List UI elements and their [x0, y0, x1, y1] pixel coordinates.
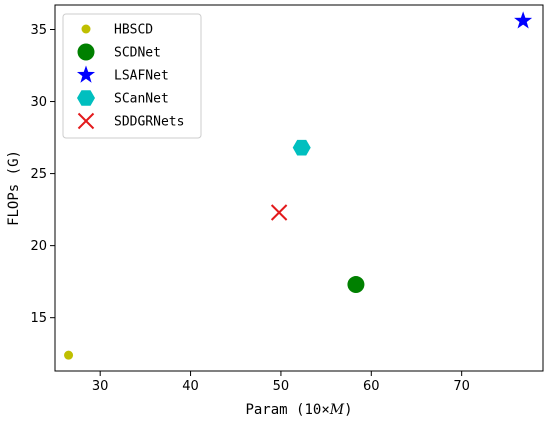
- x-tick-label: 30: [92, 379, 109, 394]
- x-axis-ticks: 30 40 50 60 70: [92, 371, 470, 394]
- y-axis-label: FLOPs (G): [6, 150, 22, 226]
- legend-marker-scdnet: [77, 43, 95, 61]
- data-points: [64, 11, 533, 360]
- x-tick-label: 60: [363, 379, 380, 394]
- data-point-scdnet: [347, 276, 365, 294]
- plot-frame: [54, 4, 544, 372]
- x-tick-label: 50: [273, 379, 290, 394]
- x-tick-label: 70: [453, 379, 470, 394]
- y-tick-label: 15: [30, 311, 47, 326]
- y-tick-label: 20: [30, 239, 47, 254]
- y-tick-label: 25: [30, 167, 47, 182]
- legend: HBSCD SCDNet LSAFNet SCanNet SDDGRNets: [62, 13, 202, 139]
- y-tick-label: 35: [30, 23, 47, 38]
- x-tick-label: 40: [182, 379, 199, 394]
- legend-marker-scannet: [77, 90, 95, 106]
- legend-label-lsafnet: LSAFNet: [114, 69, 169, 84]
- legend-marker-sddgrnets: [77, 112, 95, 130]
- legend-label-sddgrnets: SDDGRNets: [114, 115, 184, 130]
- legend-marker-lsafnet: [76, 65, 96, 83]
- data-point-scannet: [292, 139, 311, 156]
- data-point-hbscd: [64, 350, 74, 360]
- legend-marker-hbscd: [81, 24, 91, 34]
- data-point-sddgrnets: [270, 204, 288, 221]
- legend-box: [62, 13, 202, 139]
- legend-label-hbscd: HBSCD: [114, 23, 153, 38]
- y-tick-label: 30: [30, 95, 47, 110]
- legend-label-scannet: SCanNet: [114, 92, 169, 107]
- x-axis-label: Param (10×M): [245, 402, 352, 418]
- y-axis-ticks: 15 20 25 30 35: [30, 23, 55, 326]
- data-point-lsafnet: [514, 11, 533, 29]
- legend-label-scdnet: SCDNet: [114, 46, 161, 61]
